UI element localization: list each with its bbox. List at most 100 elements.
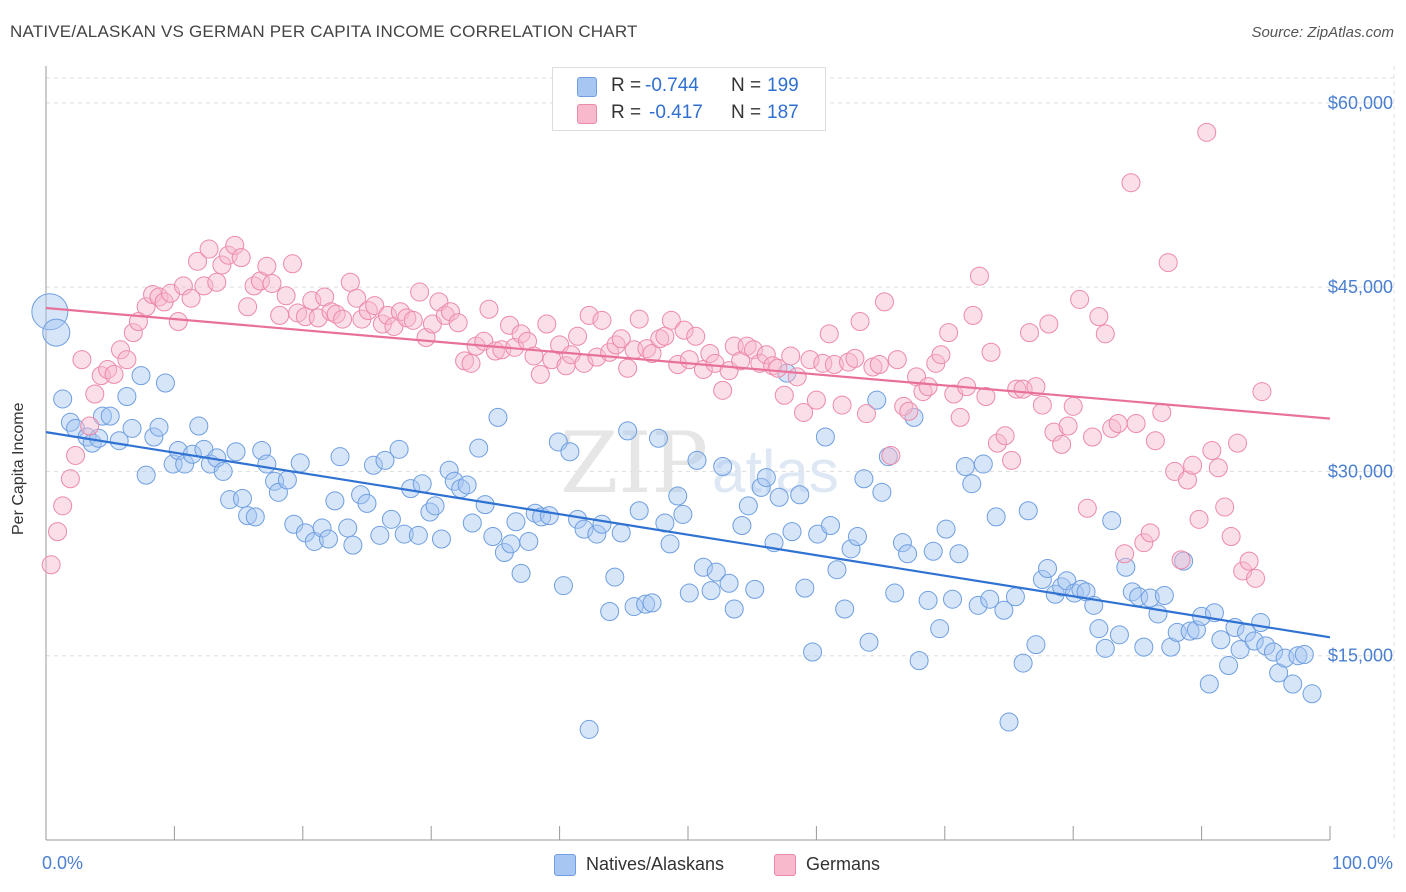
data-point: [80, 416, 100, 436]
data-point: [257, 454, 277, 474]
data-point: [338, 518, 358, 538]
data-point: [290, 453, 310, 473]
data-point: [213, 461, 233, 481]
trend-line-germans: [45, 306, 1331, 420]
data-point: [1239, 551, 1259, 571]
data-point: [713, 380, 733, 400]
data-point: [1264, 642, 1284, 662]
data-point: [333, 309, 353, 329]
data-point: [41, 555, 61, 575]
data-point: [519, 531, 539, 551]
data-point: [403, 310, 423, 330]
data-point: [745, 579, 765, 599]
data-point: [370, 525, 390, 545]
data-point: [363, 455, 383, 475]
data-point: [1256, 636, 1276, 656]
data-point: [188, 251, 208, 271]
data-point: [1288, 646, 1308, 666]
data-point: [92, 406, 112, 426]
data-point: [1189, 509, 1209, 529]
data-point: [226, 442, 246, 462]
data-point: [238, 506, 258, 526]
data-point: [995, 426, 1015, 446]
data-point: [1082, 427, 1102, 447]
data-point: [674, 320, 694, 340]
data-point: [375, 450, 395, 470]
data-point: [302, 291, 322, 311]
data-point: [668, 486, 688, 506]
data-point: [787, 367, 807, 387]
data-point: [732, 515, 752, 535]
data-point: [85, 384, 105, 404]
data-point: [1077, 498, 1097, 518]
data-point: [909, 651, 929, 671]
data-point: [1221, 527, 1241, 547]
data-point: [72, 350, 92, 370]
data-point: [936, 519, 956, 539]
data-point: [122, 418, 142, 438]
data-point: [245, 507, 265, 527]
data-point: [283, 254, 303, 274]
data-point: [1154, 586, 1174, 606]
data-point: [618, 358, 638, 378]
data-point: [511, 563, 531, 583]
data-point: [232, 488, 252, 508]
data-point: [136, 465, 156, 485]
data-point: [1026, 377, 1046, 397]
data-point: [479, 299, 499, 319]
data-point: [949, 544, 969, 564]
x-tick-label: 100.0%: [1332, 853, 1393, 873]
data-point: [66, 445, 86, 465]
data-point: [212, 255, 232, 275]
data-point: [1108, 414, 1128, 434]
data-point: [918, 590, 938, 610]
data-point: [579, 305, 599, 325]
data-point: [475, 495, 495, 515]
data-point: [330, 447, 350, 467]
data-point: [1122, 582, 1142, 602]
data-point: [1121, 173, 1141, 193]
data-point: [1244, 631, 1264, 651]
data-point: [340, 272, 360, 292]
data-point: [1115, 544, 1135, 564]
data-point: [461, 353, 481, 373]
data-point: [42, 318, 71, 347]
data-point: [918, 377, 938, 397]
data-point: [457, 475, 477, 495]
data-point: [231, 248, 251, 268]
data-point: [738, 496, 758, 516]
data-point: [768, 358, 788, 378]
data-point: [1177, 470, 1197, 490]
data-point: [819, 324, 839, 344]
data-point: [968, 595, 988, 615]
data-point: [969, 266, 989, 286]
data-point: [357, 493, 377, 513]
data-point: [444, 471, 464, 491]
data-point: [881, 445, 901, 465]
data-point: [326, 304, 346, 324]
n-label: N =: [731, 75, 762, 96]
data-point: [939, 323, 959, 343]
natives-swatch: [554, 854, 576, 876]
chart-title: NATIVE/ALASKAN VS GERMAN PER CAPITA INCO…: [10, 22, 638, 41]
data-point: [506, 512, 526, 532]
data-point: [592, 514, 612, 534]
x-tick-label: 0.0%: [42, 853, 83, 873]
data-point: [1126, 414, 1146, 434]
data-point: [832, 395, 852, 415]
data-point: [343, 535, 363, 555]
data-point: [425, 496, 445, 516]
data-point: [117, 350, 137, 370]
data-point: [1089, 307, 1109, 327]
data-point: [950, 407, 970, 427]
data-point: [737, 336, 757, 356]
n-value: 187: [767, 102, 799, 123]
data-point: [1052, 434, 1072, 454]
data-point: [845, 348, 865, 368]
data-point: [225, 235, 245, 255]
legend-label: Natives/Alaskans: [586, 854, 725, 874]
data-point: [530, 364, 550, 384]
data-point: [1044, 422, 1064, 442]
data-point: [117, 386, 137, 406]
